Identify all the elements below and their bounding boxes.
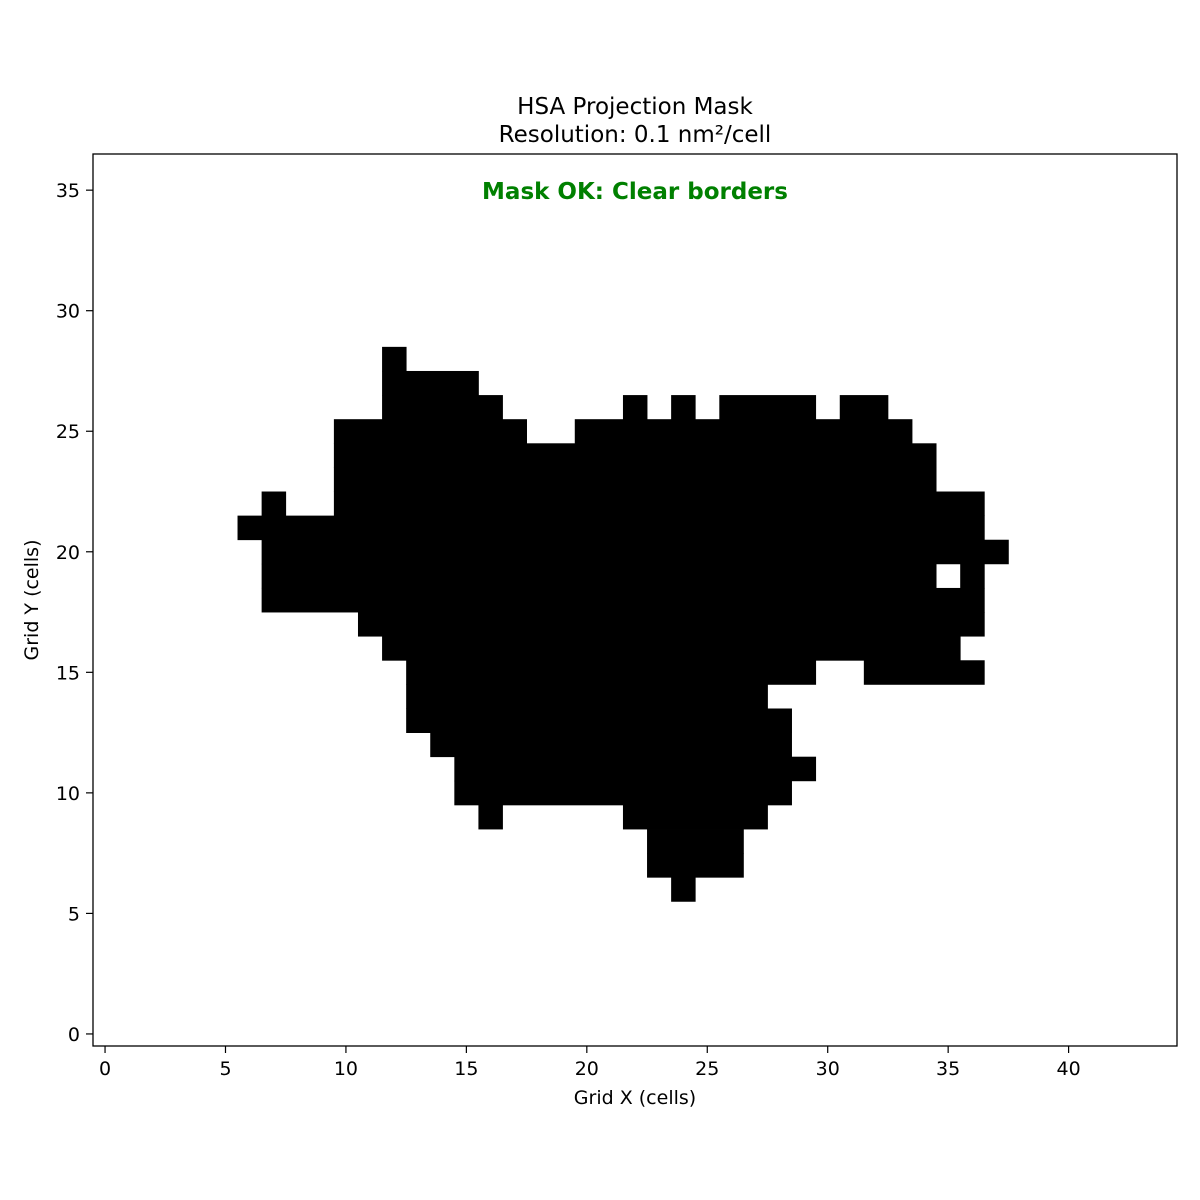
x-tick-label: 10 (334, 1058, 358, 1080)
chart-subtitle: Resolution: 0.1 nm²/cell (499, 122, 772, 148)
x-tick-label: 20 (575, 1058, 599, 1080)
y-tick-label: 30 (56, 301, 80, 323)
x-tick-label: 35 (936, 1058, 960, 1080)
mask-cell (719, 395, 817, 420)
mask-cell (406, 684, 768, 709)
mask-cell (647, 853, 744, 878)
mask-cell (382, 370, 479, 396)
mask-cell (333, 419, 527, 444)
x-axis-label: Grid X (cells) (574, 1087, 696, 1109)
y-tick-label: 5 (68, 903, 80, 925)
mask-cell (382, 636, 961, 661)
y-tick-label: 15 (56, 662, 80, 684)
mask-cell (406, 660, 817, 685)
x-tick-label: 30 (816, 1058, 840, 1080)
x-tick-label: 0 (99, 1058, 111, 1080)
x-tick-label: 40 (1057, 1058, 1081, 1080)
x-tick-label: 25 (695, 1058, 719, 1080)
mask-cell (839, 395, 889, 420)
y-tick-label: 0 (68, 1024, 80, 1046)
chart-title: HSA Projection Mask (517, 94, 753, 120)
mask-cell (261, 587, 985, 613)
mask-cell (960, 563, 985, 589)
mask-status-annotation: Mask OK: Clear borders (482, 179, 788, 205)
mask-cell (382, 346, 407, 372)
x-axis: 0 5 10 15 20 25 30 35 40 (99, 1046, 1081, 1080)
mask-cell (671, 877, 696, 902)
mask-cell (261, 491, 287, 517)
y-tick-label: 35 (56, 180, 80, 202)
mask-cell (333, 443, 937, 468)
mask-cell (406, 708, 792, 733)
mask-cell (647, 829, 744, 854)
y-axis: 0 5 10 15 20 25 30 35 (56, 180, 93, 1046)
mask-cell (382, 395, 503, 420)
mask-cell (237, 515, 985, 541)
mask-cell (454, 756, 817, 782)
mask-cell (357, 612, 985, 637)
y-tick-label: 25 (56, 421, 80, 443)
mask-cell (863, 660, 985, 685)
x-tick-label: 5 (219, 1058, 231, 1080)
mask-cell (261, 539, 1009, 565)
y-tick-label: 20 (56, 542, 80, 564)
mask-cell (333, 467, 937, 492)
y-axis-label: Grid Y (cells) (21, 540, 43, 661)
mask-layer (237, 346, 1009, 902)
mask-cell (574, 419, 913, 444)
mask-cell (671, 395, 696, 420)
y-tick-label: 10 (56, 783, 80, 805)
mask-cell (333, 491, 985, 517)
mask-cell (261, 563, 937, 589)
mask-cell (454, 780, 792, 806)
mask-cell (622, 804, 768, 830)
mask-cell (622, 395, 648, 420)
mask-cell (430, 732, 792, 758)
plot-frame (92, 153, 1178, 1047)
mask-cell (478, 804, 503, 830)
x-tick-label: 15 (454, 1058, 478, 1080)
